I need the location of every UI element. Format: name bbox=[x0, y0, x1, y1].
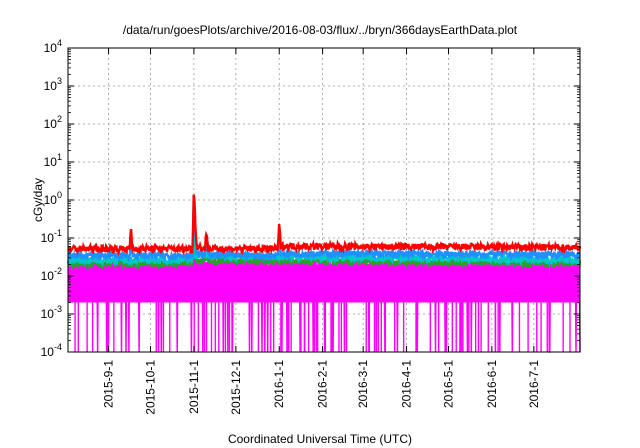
x-tick-label: 2016-6-1 bbox=[485, 360, 499, 408]
x-tick-label: 2016-7-1 bbox=[527, 360, 541, 408]
x-tick-label: 2016-3-1 bbox=[356, 360, 370, 408]
series-layer bbox=[66, 194, 582, 353]
grid bbox=[68, 48, 580, 352]
y-tick-label: 10-1 bbox=[41, 228, 62, 245]
y-tick-label: 103 bbox=[44, 76, 62, 93]
y-axis-label: cGy/day bbox=[31, 178, 45, 222]
y-tick-label: 10-2 bbox=[41, 266, 62, 283]
y-tick-label: 104 bbox=[44, 38, 62, 55]
y-tick-label: 102 bbox=[44, 114, 62, 131]
y-tick-label: 10-4 bbox=[41, 342, 62, 359]
y-tick-label: 101 bbox=[44, 152, 62, 169]
y-tick-label: 10-3 bbox=[41, 304, 62, 321]
x-tick-label: 2016-1-1 bbox=[272, 360, 286, 408]
x-tick-label: 2015-11-1 bbox=[187, 360, 201, 414]
x-tick-label: 2015-9-1 bbox=[102, 360, 116, 408]
chart-title: /data/run/goesPlots/archive/2016-08-03/f… bbox=[123, 23, 518, 37]
x-tick-label: 2016-5-1 bbox=[442, 360, 456, 408]
x-tick-label: 2015-12-1 bbox=[229, 360, 243, 415]
x-tick-label: 2016-4-1 bbox=[400, 360, 414, 408]
x-tick-label: 2016-2-1 bbox=[316, 360, 330, 408]
series-line bbox=[67, 197, 581, 264]
y-tick-label: 100 bbox=[44, 190, 62, 207]
axes: 10-4 10-3 10-2 10-1 100 101 102 103 104 2015-9-1 2… bbox=[41, 38, 580, 415]
series-line bbox=[67, 194, 582, 257]
x-tick-label: 2015-10-1 bbox=[144, 360, 158, 415]
x-axis-label: Coordinated Universal Time (UTC) bbox=[228, 432, 412, 446]
